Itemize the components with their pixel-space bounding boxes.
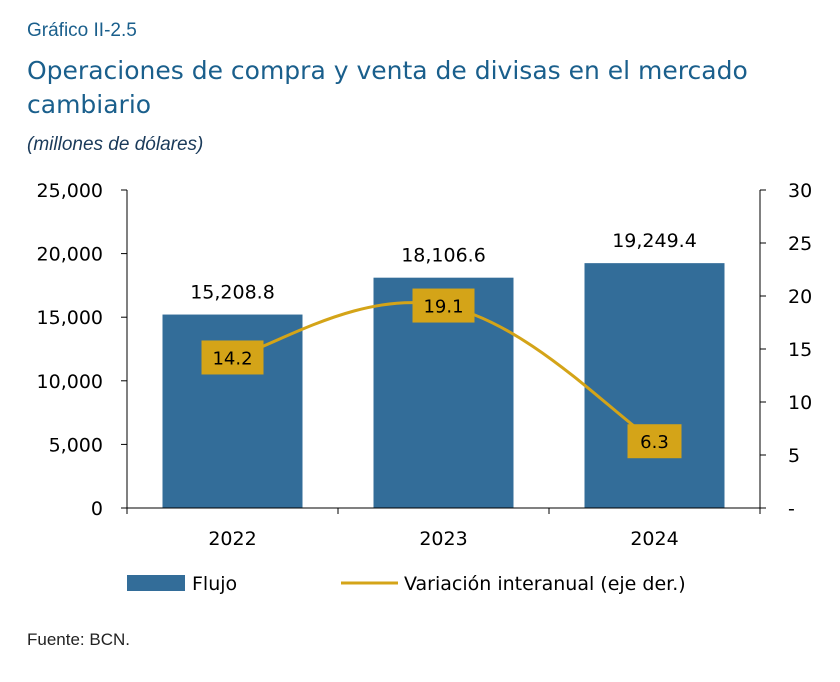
y-left-tick-label: 25,000 — [37, 180, 103, 202]
point-data-label: 19.1 — [423, 297, 463, 318]
point-label-box — [201, 340, 264, 375]
point-label-box — [412, 288, 475, 323]
bar-2024 — [584, 263, 725, 508]
bar-data-label: 18,106.6 — [401, 245, 486, 267]
point-data-label: 14.2 — [212, 348, 252, 369]
legend-label-flujo: Flujo — [192, 573, 237, 595]
legend-label-variacion: Variación interanual (eje der.) — [404, 573, 686, 595]
y-left-tick-label: 20,000 — [37, 244, 103, 266]
y-right-tick-label: - — [788, 498, 795, 520]
point-data-label: 6.3 — [640, 432, 669, 453]
y-right-tick-label: 30 — [788, 180, 812, 202]
source-note: Fuente: BCN. — [27, 630, 130, 649]
legend-swatch-flujo — [127, 575, 185, 591]
point-label-box — [627, 424, 682, 459]
chart-subtitle: (millones de dólares) — [27, 134, 204, 155]
y-left-tick-label: 15,000 — [37, 307, 103, 329]
bar-data-label: 19,249.4 — [612, 230, 697, 252]
y-right-tick-label: 15 — [788, 339, 812, 361]
y-right-tick-label: 5 — [788, 445, 800, 467]
x-tick-label: 2024 — [630, 528, 678, 550]
y-left-tick-label: 10,000 — [37, 371, 103, 393]
y-left-tick-label: 0 — [91, 498, 103, 520]
y-left-tick-label: 5,000 — [49, 434, 103, 456]
y-right-tick-label: 10 — [788, 392, 812, 414]
x-tick-label: 2023 — [419, 528, 467, 550]
chart-title: Operaciones de compra y venta de divisas… — [27, 56, 748, 119]
y-right-tick-label: 25 — [788, 233, 812, 255]
figure-label: Gráfico II-2.5 — [27, 20, 137, 41]
x-tick-label: 2022 — [208, 528, 256, 550]
y-right-tick-label: 20 — [788, 286, 812, 308]
bar-data-label: 15,208.8 — [190, 282, 275, 304]
